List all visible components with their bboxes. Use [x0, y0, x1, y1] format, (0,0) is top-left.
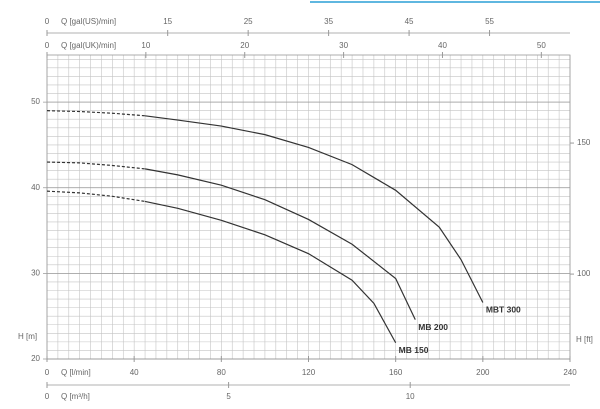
x-tick-label: 30	[339, 41, 348, 50]
x-tick-label: 240	[563, 368, 577, 377]
y-tick-label: 40	[31, 183, 40, 192]
curve-dashed	[46, 110, 146, 117]
x-tick-label: 20	[240, 41, 249, 50]
curve-dashed	[46, 190, 146, 203]
y-tick-label: 30	[31, 268, 40, 277]
x-tick-label: 35	[324, 17, 333, 26]
x-axis-label: Q [m³/h]	[61, 392, 90, 401]
x-tick-label: 5	[226, 392, 231, 401]
y-tick-label: 50	[31, 97, 40, 106]
curve	[144, 200, 397, 344]
x-tick-label: 160	[389, 368, 403, 377]
series-label: MBT 300	[486, 305, 521, 315]
x-tick-label: 45	[405, 17, 414, 26]
x-axis-label: Q [gal(US)/min]	[61, 17, 116, 26]
series-label: MB 150	[399, 345, 429, 355]
x-tick-label: 10	[406, 392, 415, 401]
x-axis-label: Q [gal(UK)/min]	[61, 41, 116, 50]
x-tick-label: 40	[130, 368, 139, 377]
x-tick-label: 0	[45, 392, 50, 401]
curve-dashed	[46, 161, 146, 170]
x-tick-label: 120	[302, 368, 316, 377]
x-axis-label: Q [l/min]	[61, 368, 91, 377]
y-axis-label: H [m]	[18, 332, 37, 341]
series-label: MB 200	[418, 322, 448, 332]
curve	[144, 115, 484, 303]
x-tick-label: 80	[217, 368, 226, 377]
curve	[144, 168, 416, 320]
x-tick-label: 15	[163, 17, 172, 26]
x-tick-label: 55	[485, 17, 494, 26]
x-tick-label: 50	[537, 41, 546, 50]
y2-tick-label: 150	[577, 138, 591, 147]
y2-axis-label: H [ft]	[576, 335, 593, 344]
y-tick-label: 20	[31, 354, 40, 363]
x-tick-label: 10	[141, 41, 150, 50]
x-tick-label: 40	[438, 41, 447, 50]
x-tick-label: 25	[244, 17, 253, 26]
x-tick-label: 0	[45, 17, 50, 26]
x-tick-label: 200	[476, 368, 490, 377]
x-tick-label: 0	[45, 368, 50, 377]
y2-tick-label: 100	[577, 269, 591, 278]
x-tick-label: 0	[45, 41, 50, 50]
